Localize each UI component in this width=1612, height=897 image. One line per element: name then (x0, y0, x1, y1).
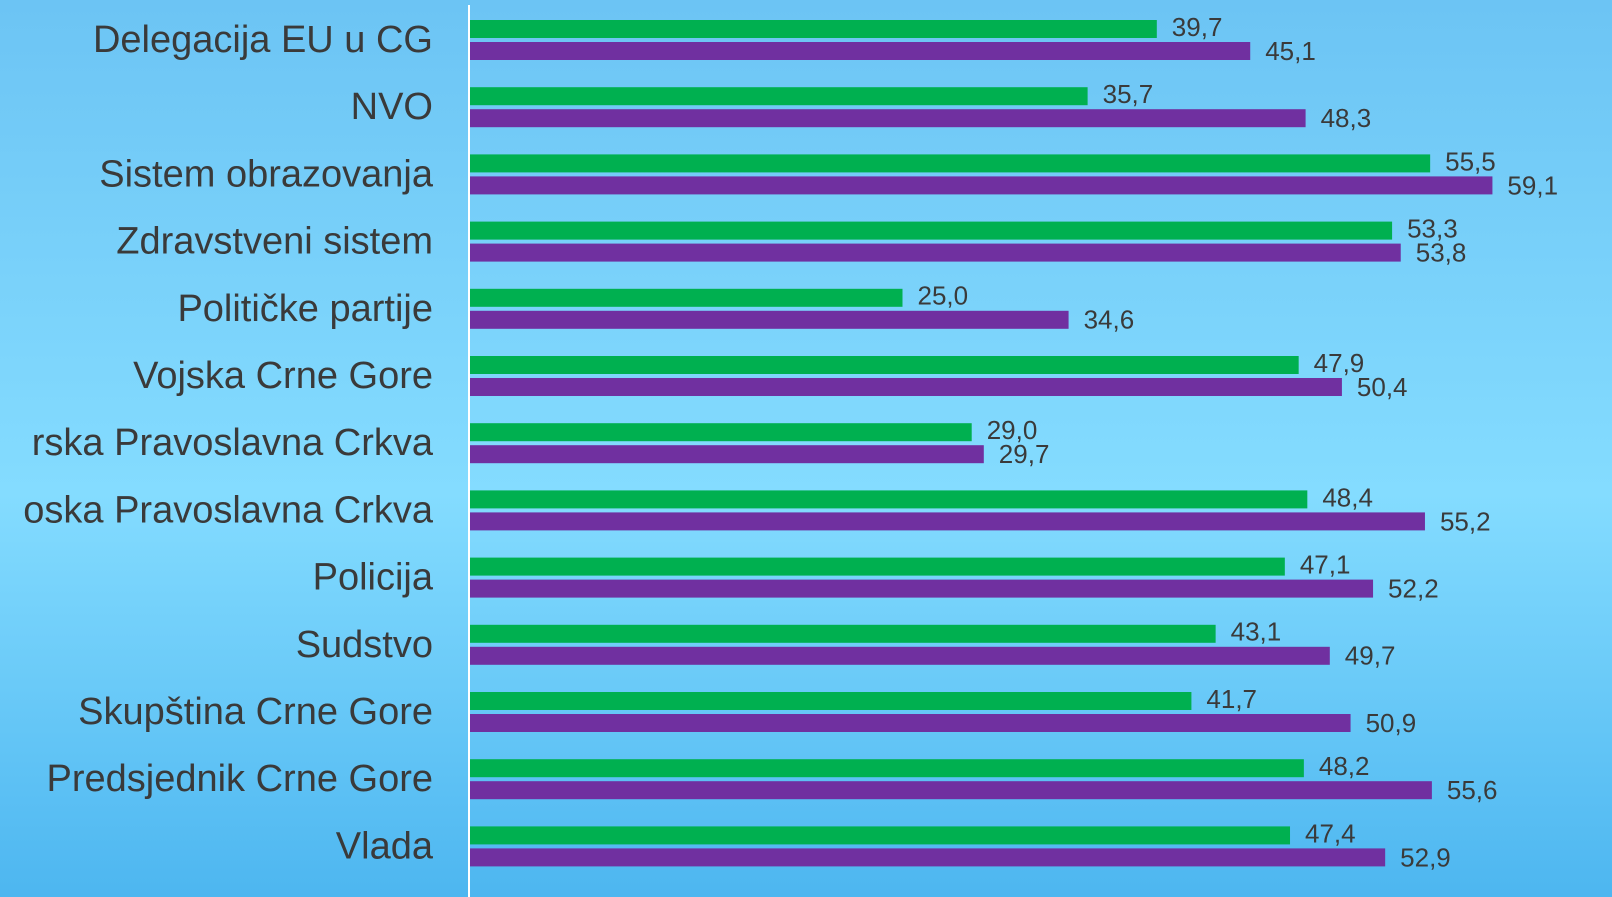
bar (470, 20, 1157, 38)
value-label: 49,7 (1345, 641, 1396, 671)
bar (470, 221, 1393, 240)
bar (470, 423, 972, 442)
value-label: 53,8 (1416, 237, 1467, 267)
value-label: 47,1 (1300, 549, 1351, 579)
y-tick-label: Delegacija EU u CG (93, 19, 433, 61)
bar (470, 154, 1431, 173)
bar (470, 356, 1299, 374)
bar (470, 624, 1216, 643)
value-label: 29,7 (999, 439, 1050, 469)
value-label: 50,9 (1366, 708, 1417, 738)
y-tick-label: Sistem obrazovanja (99, 153, 434, 195)
bar (470, 579, 1374, 598)
bar (470, 288, 903, 307)
y-tick-label: Vojska Crne Gore (133, 355, 433, 397)
bar (470, 176, 1493, 195)
bar (470, 826, 1291, 845)
value-label: 35,7 (1103, 79, 1154, 109)
value-label: 53,3 (1407, 213, 1458, 243)
bar (470, 310, 1069, 329)
bar (470, 848, 1386, 867)
value-label: 29,0 (987, 415, 1038, 445)
value-label: 45,1 (1265, 36, 1316, 66)
bar (470, 781, 1432, 800)
y-tick-label: Policija (313, 557, 434, 599)
value-label: 34,6 (1084, 305, 1135, 335)
bar (470, 646, 1330, 665)
value-label: 25,0 (918, 281, 969, 311)
value-label: 55,6 (1447, 775, 1498, 805)
value-label: 48,3 (1321, 103, 1372, 133)
y-tick-label: Političke partije (177, 288, 433, 330)
value-label: 55,2 (1440, 506, 1491, 536)
bar (470, 512, 1425, 531)
y-tick-label: Predsjednik Crne Gore (46, 758, 433, 800)
bar (470, 557, 1285, 576)
bar (470, 692, 1192, 710)
value-label: 47,4 (1305, 818, 1356, 848)
bar (470, 714, 1351, 732)
value-label: 41,7 (1206, 684, 1257, 714)
bar (470, 109, 1306, 128)
value-label: 52,2 (1388, 573, 1439, 603)
bar (470, 759, 1304, 778)
y-tick-label: Zdravstveni sistem (116, 221, 433, 263)
y-tick-label: Skupština Crne Gore (78, 691, 433, 733)
bar (470, 87, 1088, 106)
y-tick-label: NVO (351, 86, 433, 128)
value-label: 52,9 (1400, 842, 1451, 872)
bar (470, 243, 1401, 262)
value-label: 59,1 (1507, 170, 1558, 200)
y-tick-label: oska Pravoslavna Crkva (23, 489, 434, 531)
bar (470, 490, 1308, 509)
value-label: 50,4 (1357, 372, 1408, 402)
y-tick-label: rska Pravoslavna Crkva (32, 422, 434, 464)
value-label: 47,9 (1314, 348, 1365, 378)
bar (470, 378, 1342, 396)
value-label: 43,1 (1231, 617, 1282, 647)
y-tick-label: Sudstvo (296, 624, 433, 666)
bar (470, 42, 1251, 60)
value-label: 48,4 (1322, 482, 1373, 512)
value-label: 55,5 (1445, 146, 1496, 176)
y-tick-label: Vlada (336, 825, 434, 867)
value-label: 48,2 (1319, 751, 1370, 781)
bar (470, 445, 984, 464)
value-label: 39,7 (1172, 12, 1223, 42)
